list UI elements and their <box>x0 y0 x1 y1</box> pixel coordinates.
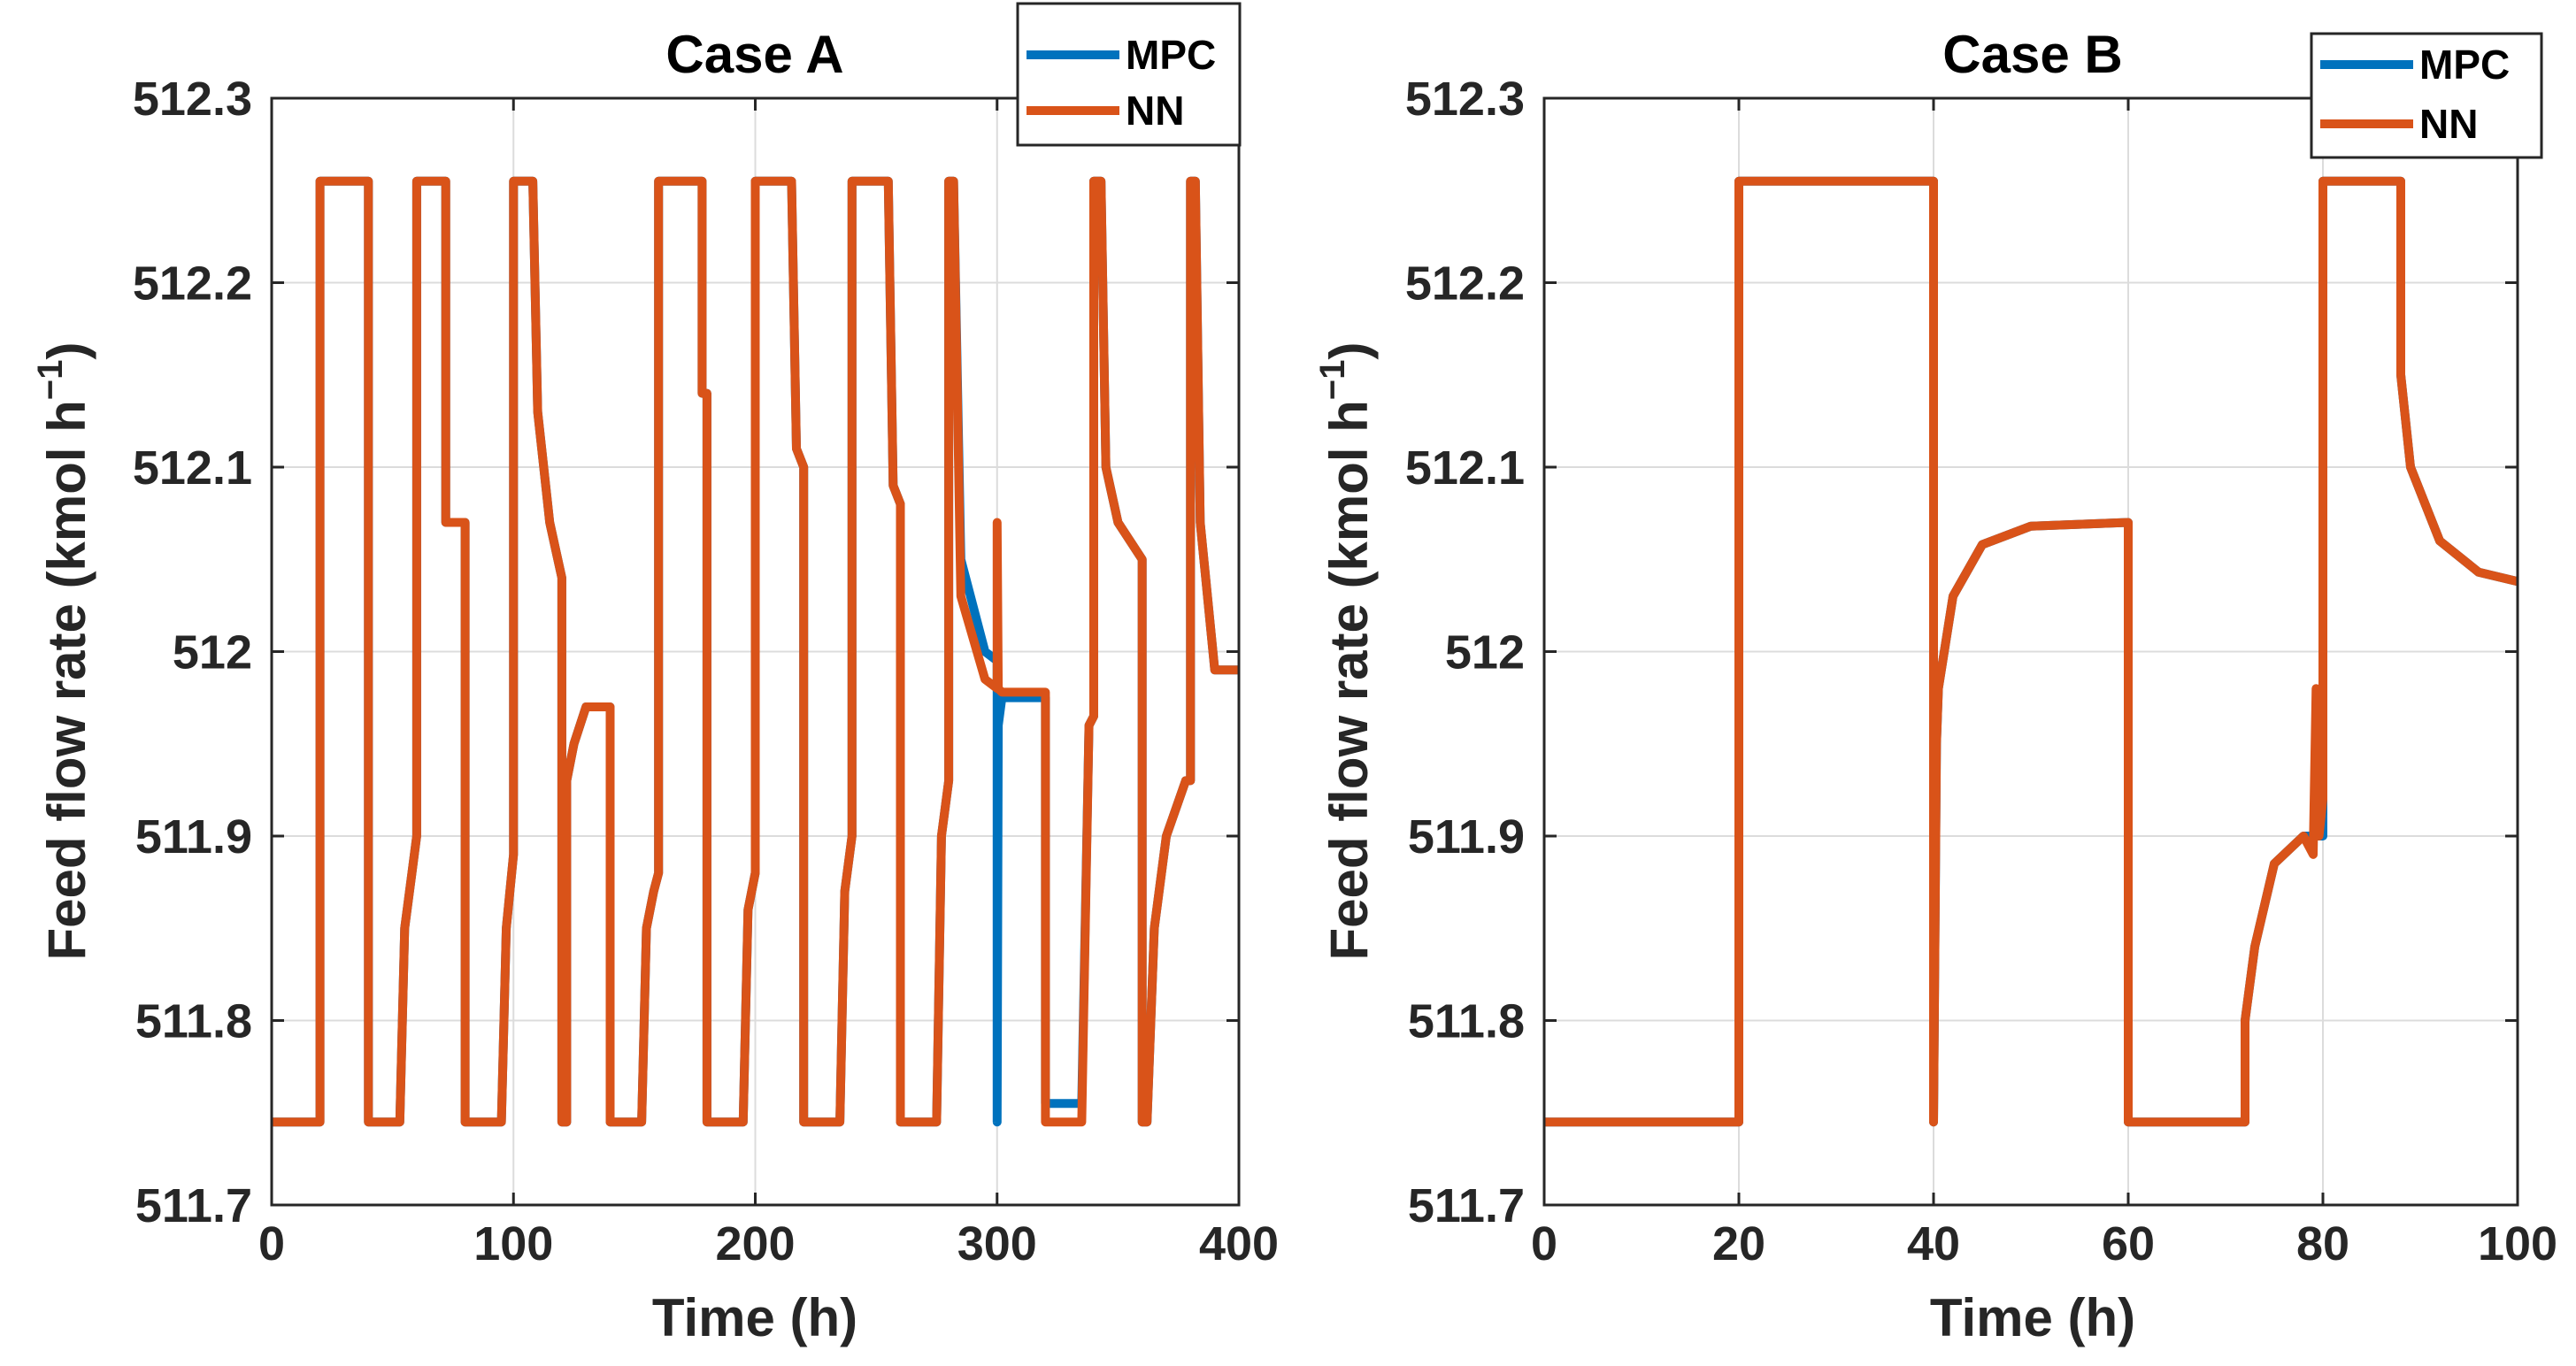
chart-title-b: Case B <box>1942 25 2122 84</box>
y-tick-labels-a: 511.7 511.8 511.9 512 512.1 512.2 512.3 <box>133 73 252 1232</box>
x-tick-label: 100 <box>473 1217 553 1270</box>
y-tick-label: 512 <box>173 626 252 679</box>
y-axis-label-b-text: Feed flow rate (kmol h <box>1319 400 1379 960</box>
x-tick-label: 60 <box>2102 1217 2155 1270</box>
y-tick-label: 512.3 <box>1405 73 1525 126</box>
y-axis-label-b: Feed flow rate (kmol h−1) <box>1313 342 1379 960</box>
y-axis-label-a-close: ) <box>37 342 96 359</box>
chart-panel-a: 0 100 200 300 400 511.7 511.8 511.9 512 512.1 512… <box>31 2 1279 1347</box>
plot-frame-b <box>1542 96 2519 1207</box>
y-tick-label: 511.7 <box>135 1179 252 1232</box>
legend-label-mpc-a: MPC <box>1126 32 1216 78</box>
y-tick-label: 511.9 <box>135 810 252 863</box>
legend-label-nn-b: NN <box>2419 101 2478 147</box>
legend-box-a <box>1016 2 1242 147</box>
legend-a: MPC NN <box>1016 2 1242 147</box>
x-axis-label-a: Time (h) <box>652 1288 857 1347</box>
y-tick-label: 512.2 <box>133 257 252 311</box>
x-tick-label: 0 <box>1531 1217 1557 1270</box>
x-tick-labels-b: 0 20 40 60 80 100 <box>1531 1217 2557 1270</box>
y-axis-label-a: Feed flow rate (kmol h−1) <box>31 342 96 960</box>
legend-label-nn-a: NN <box>1126 88 1184 134</box>
x-tick-label: 20 <box>1712 1217 1765 1270</box>
plot-frame-a <box>270 96 1241 1207</box>
x-tick-label: 40 <box>1907 1217 1960 1270</box>
y-tick-label: 512 <box>1445 626 1525 679</box>
x-tick-label: 80 <box>2296 1217 2349 1270</box>
y-axis-label-a-superscript: −1 <box>31 359 70 400</box>
y-tick-labels-b: 511.7 511.8 511.9 512 512.1 512.2 512.3 <box>1405 73 1525 1232</box>
series-line-nn-b <box>1544 176 2519 1127</box>
series-line-nn-a <box>272 176 1239 1127</box>
y-axis-label-a-text: Feed flow rate (kmol h <box>37 400 96 960</box>
legend-label-mpc-b: MPC <box>2419 42 2510 88</box>
chart-title-a: Case A <box>665 25 843 84</box>
x-tick-label: 400 <box>1199 1217 1279 1270</box>
x-axis-label-b: Time (h) <box>1930 1288 2135 1347</box>
x-tick-label: 0 <box>258 1217 285 1270</box>
legend-box-b <box>2310 32 2543 159</box>
x-tick-label: 200 <box>715 1217 795 1270</box>
y-tick-label: 511.9 <box>1408 810 1525 863</box>
x-tick-label: 100 <box>2478 1217 2557 1270</box>
chart-panel-b: 0 20 40 60 80 100 511.7 511.8 511.9 512 512.1 512.… <box>1313 25 2557 1347</box>
y-axis-label-b-superscript: −1 <box>1313 359 1352 400</box>
y-tick-label: 512.1 <box>133 441 252 495</box>
y-tick-label: 511.7 <box>1408 1179 1525 1232</box>
x-tick-label: 300 <box>957 1217 1037 1270</box>
y-tick-label: 511.8 <box>1408 995 1525 1048</box>
y-tick-label: 512.1 <box>1405 441 1525 495</box>
legend-b: MPC NN <box>2310 32 2543 159</box>
y-tick-label: 512.3 <box>133 73 252 126</box>
y-tick-label: 512.2 <box>1405 257 1525 311</box>
y-axis-label-b-close: ) <box>1319 342 1379 359</box>
y-tick-label: 511.8 <box>135 995 252 1048</box>
x-tick-labels-a: 0 100 200 300 400 <box>258 1217 1279 1270</box>
